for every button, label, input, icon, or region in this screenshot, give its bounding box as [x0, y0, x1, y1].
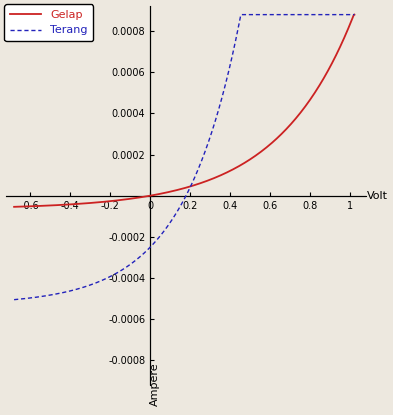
Legend: Gelap, Terang: Gelap, Terang — [4, 5, 93, 41]
Gelap — [173, 188, 178, 193]
Gelap — [196, 181, 200, 186]
Terang — [239, 12, 244, 17]
Terang — [214, 114, 219, 119]
Terang — [196, 166, 200, 171]
Gelap — [291, 119, 296, 124]
Terang — [291, 12, 296, 17]
Terang — [175, 208, 180, 213]
Gelap — [344, 31, 349, 36]
Gelap — [214, 175, 219, 180]
Terang — [12, 297, 17, 302]
Text: Ampere: Ampere — [150, 362, 160, 406]
Terang — [173, 211, 178, 216]
Line: Terang: Terang — [14, 15, 354, 300]
Terang — [345, 12, 349, 17]
Gelap — [352, 12, 357, 17]
Gelap — [175, 187, 180, 192]
Text: Volt: Volt — [366, 190, 387, 201]
Terang — [352, 12, 357, 17]
Line: Gelap: Gelap — [14, 15, 354, 207]
Gelap — [12, 204, 17, 209]
